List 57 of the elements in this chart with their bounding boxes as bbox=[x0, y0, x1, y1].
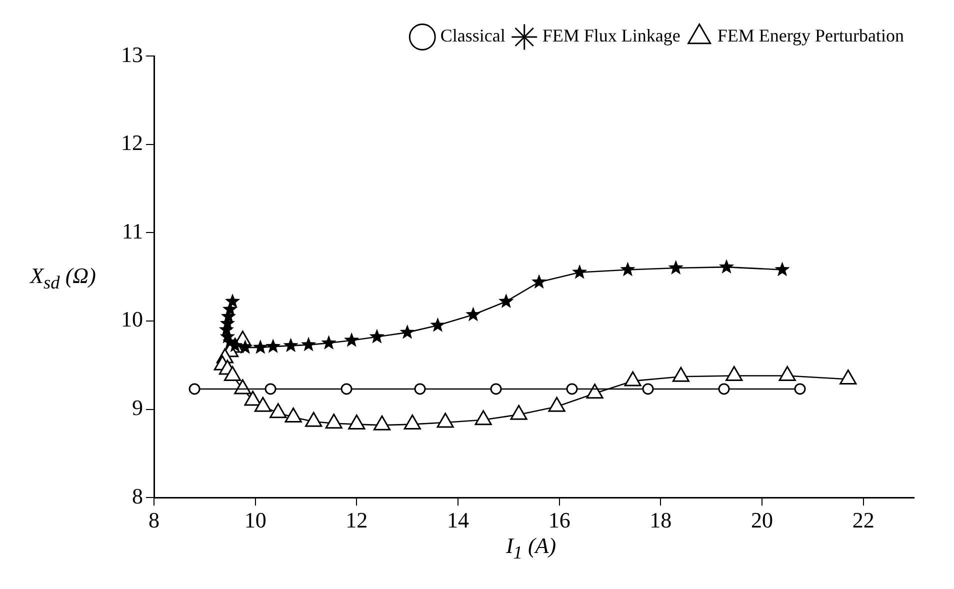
point bbox=[436, 412, 454, 428]
y-tick-label: 10 bbox=[121, 306, 143, 332]
point bbox=[224, 366, 242, 381]
y-tick-label: 11 bbox=[122, 218, 143, 244]
point bbox=[510, 404, 528, 420]
point bbox=[270, 403, 287, 418]
point bbox=[531, 274, 547, 289]
point bbox=[305, 412, 322, 427]
legend-label: FEM Flux Linkage bbox=[542, 26, 680, 46]
point bbox=[624, 371, 642, 386]
point bbox=[672, 366, 690, 382]
x-tick-label: 8 bbox=[148, 508, 160, 533]
point bbox=[668, 260, 684, 274]
point bbox=[244, 390, 262, 406]
point bbox=[325, 414, 342, 429]
x-tick-label: 16 bbox=[548, 508, 570, 533]
x-tick-label: 14 bbox=[447, 508, 469, 533]
point bbox=[283, 338, 298, 352]
point bbox=[254, 396, 272, 412]
point bbox=[430, 317, 446, 332]
legend-label: Classical bbox=[440, 26, 506, 46]
point bbox=[572, 264, 588, 279]
point bbox=[404, 414, 421, 430]
point bbox=[348, 414, 366, 430]
point bbox=[586, 384, 604, 399]
x-tick-label: 10 bbox=[244, 508, 266, 533]
point bbox=[300, 336, 316, 352]
point bbox=[265, 338, 281, 354]
y-tick-label: 12 bbox=[121, 130, 143, 156]
point bbox=[400, 324, 415, 339]
point bbox=[373, 415, 391, 430]
point bbox=[321, 335, 336, 350]
point bbox=[284, 407, 302, 422]
point bbox=[726, 366, 743, 381]
point bbox=[252, 339, 268, 354]
y-tick-label: 13 bbox=[121, 42, 143, 67]
point bbox=[498, 294, 514, 308]
point bbox=[840, 370, 857, 384]
x-tick-label: 20 bbox=[751, 508, 773, 533]
x-axis-title: I$_{1}$ (A) bbox=[504, 533, 558, 564]
y-tick-label: 8 bbox=[132, 483, 143, 508]
x-tick-label: 18 bbox=[650, 508, 672, 533]
point bbox=[620, 262, 636, 276]
y-tick-label: 9 bbox=[132, 395, 143, 420]
point bbox=[344, 332, 360, 347]
point bbox=[774, 262, 790, 276]
legend-label: FEM Energy Perturbation bbox=[717, 26, 904, 46]
point bbox=[369, 328, 385, 344]
point bbox=[474, 410, 492, 426]
point bbox=[718, 259, 734, 274]
x-tick-label: 22 bbox=[852, 508, 874, 533]
y-axis-title: X$_{sd}$ (Ω) bbox=[28, 263, 97, 294]
point bbox=[548, 396, 566, 412]
point bbox=[778, 366, 796, 381]
x-tick-label: 12 bbox=[346, 508, 368, 533]
point bbox=[234, 379, 252, 394]
point bbox=[466, 306, 481, 322]
